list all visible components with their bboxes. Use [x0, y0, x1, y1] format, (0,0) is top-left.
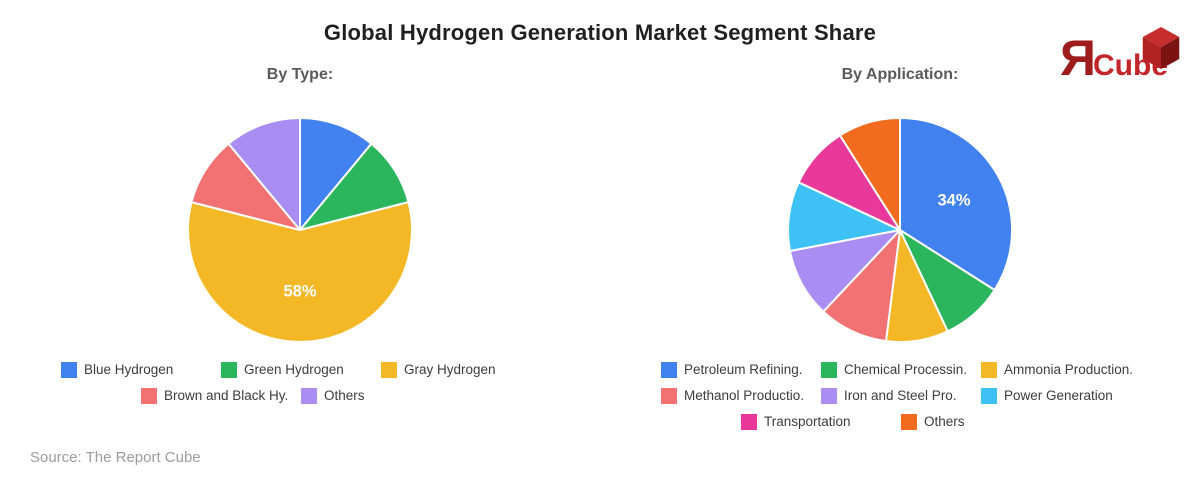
- legend-item: Green Hydrogen: [221, 361, 381, 378]
- legend-swatch: [661, 387, 677, 404]
- legend-label: Chemical Processin.: [844, 362, 968, 377]
- legend-label: Gray Hydrogen: [404, 362, 496, 377]
- legend-item: Gray Hydrogen: [381, 361, 541, 378]
- legend-item: Ammonia Production.: [981, 361, 1141, 378]
- pie-chart-by-type: 58%: [187, 117, 413, 343]
- pie-slice: [227, 117, 301, 231]
- pie-slice: [187, 201, 413, 343]
- legend-item: Others: [301, 387, 461, 404]
- subtitle-by-application: By Application:: [841, 66, 959, 83]
- legend-item: Chemical Processin.: [821, 361, 981, 378]
- legend-swatch: [661, 361, 677, 378]
- legend-row: Blue Hydrogen Green Hydrogen Gray Hydrogen: [61, 361, 541, 378]
- legend-swatch: [741, 413, 757, 430]
- legend-swatch: [61, 361, 77, 378]
- pie-percent-label: 58%: [283, 283, 316, 301]
- legend-item: Blue Hydrogen: [61, 361, 221, 378]
- pie-slice: [299, 117, 373, 231]
- legend-row: Petroleum Refining. Chemical Processin. Am…: [661, 361, 1141, 378]
- legend-label: Methanol Productio.: [684, 388, 805, 403]
- legend-by-application: Petroleum Refining. Chemical Processin. Am…: [661, 361, 1141, 439]
- legend-row: Transportation Others: [661, 413, 1141, 430]
- legend-item: Brown and Black Hy.: [141, 387, 301, 404]
- legend-label: Green Hydrogen: [244, 362, 344, 377]
- legend-label: Petroleum Refining.: [684, 362, 803, 377]
- legend-by-type: Blue Hydrogen Green Hydrogen Gray Hydrogen…: [61, 361, 541, 413]
- legend-item: Others: [901, 413, 1061, 430]
- report-cube-logo: Я Cube: [1056, 24, 1180, 86]
- legend-swatch: [901, 413, 917, 430]
- page-title: Global Hydrogen Generation Market Segmen…: [323, 20, 877, 45]
- subtitle-by-type: By Type:: [266, 66, 334, 83]
- legend-label: Others: [324, 388, 365, 403]
- pie-slice: [839, 116, 901, 231]
- legend-item: Transportation: [741, 413, 901, 430]
- source-text: Source: The Report Cube: [30, 449, 201, 466]
- legend-swatch: [301, 387, 317, 404]
- legend-swatch: [981, 387, 997, 404]
- legend-label: Power Generation: [1004, 388, 1113, 403]
- legend-row: Brown and Black Hy. Others: [61, 387, 541, 404]
- legend-label: Others: [924, 414, 965, 429]
- logo-mark: Я: [1060, 30, 1096, 86]
- legend-swatch: [981, 361, 997, 378]
- legend-item: Iron and Steel Pro.: [821, 387, 981, 404]
- legend-swatch: [821, 387, 837, 404]
- legend-swatch: [141, 387, 157, 404]
- legend-swatch: [221, 361, 237, 378]
- pie-percent-label: 34%: [937, 191, 970, 209]
- legend-label: Brown and Black Hy.: [164, 388, 289, 403]
- pie-chart-by-application: 34%: [787, 116, 1013, 343]
- legend-swatch: [381, 361, 397, 378]
- cube-icon: [1142, 27, 1180, 69]
- legend-label: Iron and Steel Pro.: [844, 388, 957, 403]
- legend-item: Power Generation: [981, 387, 1141, 404]
- legend-item: Petroleum Refining.: [661, 361, 821, 378]
- legend-row: Methanol Productio. Iron and Steel Pro. Po…: [661, 387, 1141, 404]
- legend-label: Blue Hydrogen: [84, 362, 174, 377]
- legend-swatch: [821, 361, 837, 378]
- legend-item: Methanol Productio.: [661, 387, 821, 404]
- legend-label: Ammonia Production.: [1004, 362, 1134, 377]
- legend-label: Transportation: [764, 414, 851, 429]
